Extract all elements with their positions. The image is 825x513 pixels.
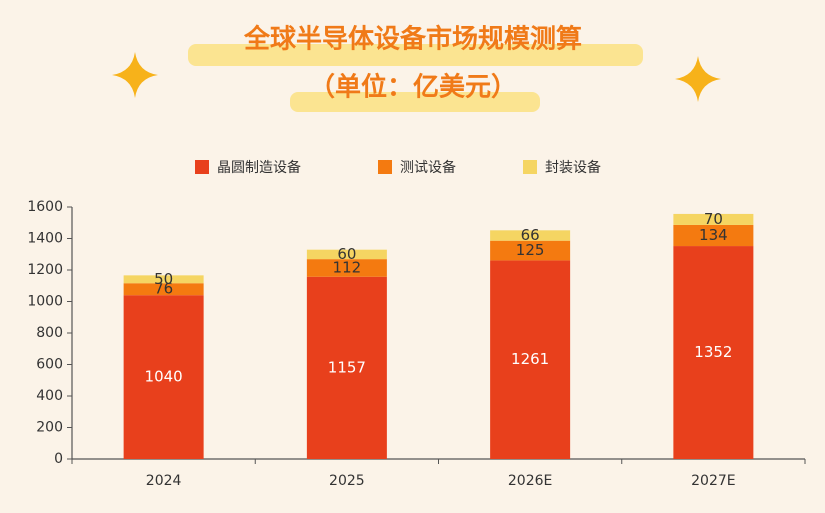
star-decoration (675, 56, 721, 102)
bar-segment (306, 276, 387, 459)
y-tick-label: 600 (36, 357, 63, 373)
bar-segment (123, 283, 204, 296)
bar-segment (673, 224, 754, 247)
data-label: 60 (337, 245, 356, 263)
bar-segment (490, 230, 571, 241)
bar-segment (123, 295, 204, 459)
data-label: 70 (704, 210, 723, 228)
subtitle-highlight (290, 92, 540, 112)
x-tick-label: 2026E (508, 473, 552, 489)
data-label: 76 (154, 280, 173, 298)
y-tick-label: 1200 (27, 262, 63, 278)
y-tick-label: 0 (54, 451, 63, 467)
data-label: 125 (516, 241, 545, 259)
legend-label: 测试设备 (400, 159, 456, 176)
bar-segment (490, 260, 571, 459)
x-tick-label: 2027E (691, 473, 735, 489)
y-tick-label: 400 (36, 388, 63, 404)
bar-segment (490, 240, 571, 261)
data-label: 66 (521, 226, 540, 244)
legend-swatch (523, 160, 537, 174)
legend-swatch (378, 160, 392, 174)
legend-label: 晶圆制造设备 (217, 159, 301, 176)
data-label: 1352 (694, 343, 732, 361)
x-tick-label: 2025 (329, 473, 365, 489)
data-label: 50 (154, 270, 173, 288)
legend-swatch (195, 160, 209, 174)
data-label: 1261 (511, 350, 549, 368)
legend-label: 封装设备 (545, 159, 601, 176)
data-label: 134 (699, 226, 728, 244)
y-tick-label: 1000 (27, 294, 63, 310)
bar-segment (306, 249, 387, 260)
data-label: 1040 (145, 368, 183, 386)
star-decoration (112, 52, 158, 98)
bar-segment (673, 246, 754, 459)
bar-segment (123, 275, 204, 284)
y-tick-label: 800 (36, 325, 63, 341)
y-tick-label: 1600 (27, 199, 63, 215)
x-tick-label: 2024 (146, 473, 182, 489)
chart-title: 全球半导体设备市场规模测算 (243, 24, 582, 55)
bar-segment (306, 259, 387, 277)
data-label: 112 (333, 258, 362, 276)
title-highlight (188, 44, 643, 66)
y-tick-label: 200 (36, 420, 63, 436)
y-tick-label: 1400 (27, 231, 63, 247)
data-label: 1157 (328, 358, 366, 376)
bar-segment (673, 213, 754, 225)
chart-subtitle: （单位：亿美元） (309, 72, 517, 103)
